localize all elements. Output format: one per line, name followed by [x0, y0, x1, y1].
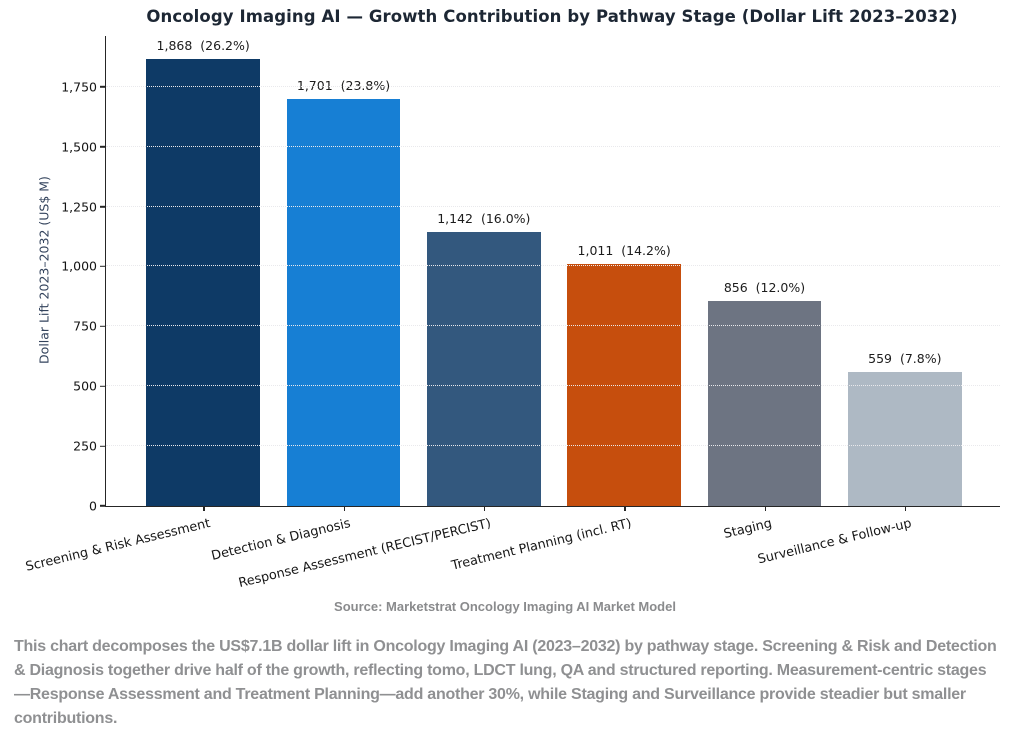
bar-value-label: 856 (12.0%) — [723, 279, 806, 295]
x-tick-mark — [624, 506, 626, 511]
y-tick-mark — [100, 265, 106, 268]
bar-value-label: 1,868 (26.2%) — [156, 37, 250, 53]
x-tick-label: Staging — [721, 516, 774, 543]
bar-chart-figure: Oncology Imaging AI — Growth Contributio… — [24, 7, 1000, 592]
y-tick-mark — [100, 145, 106, 148]
x-tick-mark — [343, 506, 346, 511]
y-tick-label: 1,750 — [61, 79, 97, 95]
bar-slot: 1,868 (26.2%) — [133, 36, 273, 506]
y-tick-label: 1,000 — [61, 258, 97, 274]
bar-slot: 856 (12.0%) — [694, 36, 834, 506]
bar-slot: 1,142 (16.0%) — [414, 36, 554, 506]
bar-value-label: 1,701 (23.8%) — [296, 77, 391, 93]
bar: 856 (12.0%) — [707, 280, 822, 506]
bar: 1,701 (23.8%) — [286, 78, 401, 506]
bar: 1,011 (14.2%) — [567, 243, 681, 506]
y-tick-label: 500 — [73, 378, 97, 394]
bar-slot: 1,701 (23.8%) — [273, 36, 413, 506]
x-tick-mark — [904, 506, 907, 511]
y-tick-label: 1,250 — [61, 199, 97, 215]
bar: 1,868 (26.2%) — [146, 38, 260, 506]
bar-value-label: 1,142 (16.0%) — [437, 211, 531, 227]
x-axis-labels: Screening & Risk Assessment Detection & D… — [24, 512, 999, 592]
caption-text: This chart decomposes the US$7.1B dollar… — [14, 638, 997, 727]
y-tick-label: 1,500 — [61, 139, 97, 155]
bar-slot: 559 (7.8%) — [835, 36, 975, 506]
y-tick-mark — [100, 505, 106, 507]
bar-value-label: 559 (7.8%) — [868, 351, 942, 367]
bar: 559 (7.8%) — [847, 351, 962, 506]
plot-area: 1,868 (26.2%) 1,701 (23.8%) 1,142 (16.0%) 1… — [61, 36, 1000, 514]
y-axis-label: Dollar Lift 2023–2032 (US$ M) — [36, 176, 52, 364]
chart-title: Oncology Imaging AI — Growth Contributio… — [146, 7, 958, 26]
y-tick-mark — [100, 385, 106, 388]
bars-region: 1,868 (26.2%) 1,701 (23.8%) 1,142 (16.0%) 1… — [133, 36, 975, 506]
y-tick-mark — [100, 325, 106, 328]
bar-slot: 1,011 (14.2%) — [554, 36, 694, 506]
x-tick-mark — [203, 506, 205, 511]
y-tick-label: 0 — [89, 498, 97, 514]
y-tick-label: 750 — [73, 318, 97, 334]
y-tick-label: 250 — [73, 438, 97, 454]
bar-value-label: 1,011 (14.2%) — [577, 242, 671, 258]
x-tick-mark — [764, 506, 767, 511]
y-tick-mark — [100, 445, 106, 447]
bar: 1,142 (16.0%) — [426, 211, 541, 506]
x-tick-label: Surveillance & Follow-up — [756, 516, 914, 568]
source-line: Source: Marketstrat Oncology Imaging AI … — [334, 599, 676, 614]
x-tick-label: Screening & Risk Assessment — [24, 516, 212, 575]
y-tick-mark — [100, 86, 106, 88]
x-tick-mark — [483, 506, 486, 511]
x-tick-label: Response Assessment (RECIST/PERCIST) — [236, 516, 493, 592]
y-tick-mark — [100, 205, 106, 208]
